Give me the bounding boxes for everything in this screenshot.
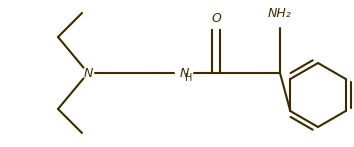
Text: H: H xyxy=(185,73,193,83)
Text: NH₂: NH₂ xyxy=(268,7,292,20)
Text: O: O xyxy=(211,12,221,25)
Text: N: N xyxy=(179,66,189,80)
Text: N: N xyxy=(83,66,93,80)
